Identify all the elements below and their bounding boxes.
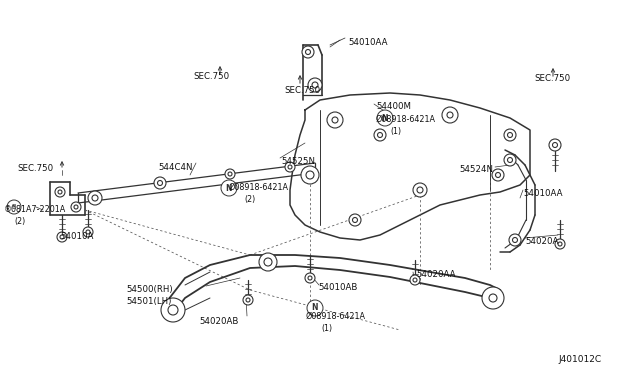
Circle shape xyxy=(312,82,318,88)
Circle shape xyxy=(413,183,427,197)
Circle shape xyxy=(555,239,565,249)
Circle shape xyxy=(374,129,386,141)
Circle shape xyxy=(327,112,343,128)
Circle shape xyxy=(302,46,314,58)
Circle shape xyxy=(513,237,518,243)
Text: Ø08918-6421A: Ø08918-6421A xyxy=(376,115,436,124)
Circle shape xyxy=(264,258,272,266)
Circle shape xyxy=(377,110,393,126)
Circle shape xyxy=(168,305,178,315)
Circle shape xyxy=(492,169,504,181)
Circle shape xyxy=(57,232,67,242)
Text: (1): (1) xyxy=(390,127,401,136)
Circle shape xyxy=(417,187,423,193)
Circle shape xyxy=(7,200,21,214)
Circle shape xyxy=(301,166,319,184)
Text: 54010AA: 54010AA xyxy=(523,189,563,198)
Text: SEC.750: SEC.750 xyxy=(193,72,229,81)
Circle shape xyxy=(508,157,513,163)
Circle shape xyxy=(60,235,64,239)
Circle shape xyxy=(332,117,338,123)
Circle shape xyxy=(86,230,90,234)
Circle shape xyxy=(285,162,295,172)
Text: Ø08918-6421A: Ø08918-6421A xyxy=(229,183,289,192)
Circle shape xyxy=(55,187,65,197)
Circle shape xyxy=(305,49,310,55)
Circle shape xyxy=(410,275,420,285)
Circle shape xyxy=(259,253,277,271)
Circle shape xyxy=(246,298,250,302)
Circle shape xyxy=(308,78,322,92)
Circle shape xyxy=(442,107,458,123)
Text: 54400M: 54400M xyxy=(376,102,411,111)
Circle shape xyxy=(495,173,500,177)
Text: 54525N: 54525N xyxy=(281,157,315,166)
Circle shape xyxy=(308,276,312,280)
Text: 54020A: 54020A xyxy=(525,237,558,246)
Circle shape xyxy=(74,205,78,209)
Circle shape xyxy=(508,132,513,138)
Text: 54020AB: 54020AB xyxy=(199,317,238,326)
Circle shape xyxy=(92,195,98,201)
Circle shape xyxy=(413,278,417,282)
Text: SEC.750: SEC.750 xyxy=(534,74,570,83)
Text: B: B xyxy=(12,204,17,210)
Circle shape xyxy=(489,294,497,302)
Circle shape xyxy=(88,191,102,205)
Text: N: N xyxy=(226,183,232,192)
Circle shape xyxy=(157,180,163,186)
Text: (2): (2) xyxy=(14,217,25,226)
Circle shape xyxy=(225,169,235,179)
Circle shape xyxy=(378,132,383,138)
Text: 544C4N: 544C4N xyxy=(158,163,193,172)
Text: 54524N: 54524N xyxy=(459,165,493,174)
Circle shape xyxy=(349,214,361,226)
Circle shape xyxy=(549,139,561,151)
Circle shape xyxy=(161,298,185,322)
Text: J401012C: J401012C xyxy=(558,355,601,364)
Circle shape xyxy=(58,190,62,194)
Text: 54020AA: 54020AA xyxy=(416,270,456,279)
Text: 54010AB: 54010AB xyxy=(318,283,357,292)
Circle shape xyxy=(482,287,504,309)
Circle shape xyxy=(504,154,516,166)
Circle shape xyxy=(552,142,557,148)
Text: SEC.750: SEC.750 xyxy=(284,86,320,95)
Text: 54010A: 54010A xyxy=(60,232,93,241)
Circle shape xyxy=(228,172,232,176)
Circle shape xyxy=(288,165,292,169)
Circle shape xyxy=(306,171,314,179)
Text: (2): (2) xyxy=(244,195,255,204)
Text: N: N xyxy=(381,113,388,122)
Text: N: N xyxy=(312,304,318,312)
Text: 54010AA: 54010AA xyxy=(348,38,387,47)
Circle shape xyxy=(504,129,516,141)
Circle shape xyxy=(243,295,253,305)
Text: ®081A7-2201A: ®081A7-2201A xyxy=(4,205,67,214)
Text: SEC.750: SEC.750 xyxy=(17,164,53,173)
Circle shape xyxy=(154,177,166,189)
Circle shape xyxy=(71,202,81,212)
Text: Ø08918-6421A: Ø08918-6421A xyxy=(306,312,366,321)
Circle shape xyxy=(558,242,562,246)
Circle shape xyxy=(307,300,323,316)
Circle shape xyxy=(353,218,358,222)
Circle shape xyxy=(305,273,315,283)
Circle shape xyxy=(83,227,93,237)
Text: (1): (1) xyxy=(321,324,332,333)
Text: 54500(RH): 54500(RH) xyxy=(126,285,173,294)
Circle shape xyxy=(221,180,237,196)
Circle shape xyxy=(509,234,521,246)
Circle shape xyxy=(447,112,453,118)
Text: 54501(LH): 54501(LH) xyxy=(126,297,172,306)
